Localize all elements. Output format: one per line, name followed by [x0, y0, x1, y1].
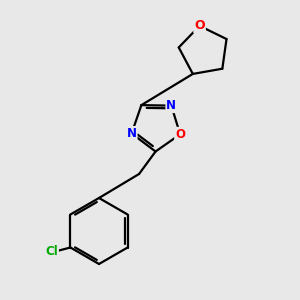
Text: O: O [194, 20, 205, 32]
Text: O: O [175, 128, 185, 141]
Text: N: N [127, 127, 136, 140]
Text: Cl: Cl [45, 245, 58, 258]
Text: N: N [166, 99, 176, 112]
